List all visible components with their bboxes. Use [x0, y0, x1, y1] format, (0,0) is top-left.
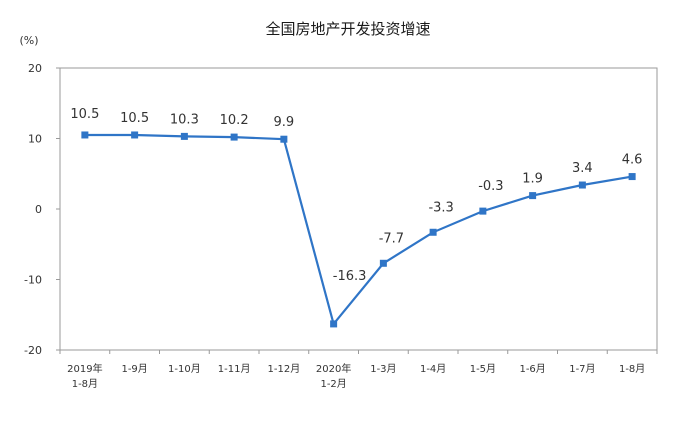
data-label: 10.5 [70, 107, 99, 122]
data-label: 3.4 [572, 161, 593, 176]
y-tick-label: -10 [24, 274, 42, 287]
data-point-marker [379, 259, 387, 267]
data-label: -0.3 [478, 179, 503, 194]
series-line [84, 133, 633, 327]
data-labels: 10.5 10.5 10.3 10.2 9.9 -16.3 -7.7 -3.3 -0.3 1.9 3… [70, 107, 642, 284]
series-markers [81, 131, 636, 328]
x-tick-label: 1-12月 [268, 363, 301, 375]
data-label: 10.5 [120, 111, 149, 126]
data-label: 4.6 [622, 153, 643, 168]
x-tick-label: 2019年 1-8月 [67, 362, 102, 390]
x-tick-label: 1-11月 [218, 363, 251, 375]
data-label: 10.3 [170, 112, 199, 127]
plot-area-frame [59, 67, 658, 351]
chart-title: 全国房地产开发投资增速 [265, 20, 430, 38]
data-label: -16.3 [333, 269, 367, 284]
data-point-marker [280, 135, 288, 143]
x-tick-label: 1-3月 [370, 363, 396, 375]
data-point-marker [230, 133, 238, 141]
data-point-marker [131, 131, 139, 139]
x-tick-label: 1-9月 [121, 363, 147, 375]
data-point-marker [529, 192, 537, 200]
data-label: -3.3 [428, 200, 453, 215]
data-label: -7.7 [379, 231, 404, 246]
x-tick-label: 1-10月 [168, 363, 201, 375]
x-tick-label: 1-6月 [519, 363, 545, 375]
y-tick-label: 20 [28, 62, 42, 75]
y-unit-label: (%) [19, 34, 38, 47]
y-tick-label: 10 [28, 133, 42, 146]
data-label: 10.2 [220, 113, 249, 128]
data-point-marker [479, 207, 487, 215]
y-axis-ticks: 20 10 0 -10 -20 [24, 62, 60, 357]
data-point-marker [180, 132, 188, 140]
data-point-marker [81, 131, 89, 139]
x-tick-label: 2020年 1-2月 [316, 362, 351, 390]
y-tick-label: -20 [24, 344, 42, 357]
x-tick-label: 1-5月 [470, 363, 496, 375]
data-point-marker [429, 228, 437, 236]
data-point-marker [578, 181, 586, 189]
data-point-marker [330, 320, 338, 328]
data-label: 9.9 [274, 115, 295, 130]
x-tick-label: 1-4月 [420, 363, 446, 375]
y-tick-label: 0 [35, 203, 42, 216]
x-tick-label: 1-7月 [569, 363, 595, 375]
data-label: 1.9 [522, 172, 543, 187]
x-axis-ticks: 2019年 1-8月 1-9月 1-10月 1-11月 1-12月 2020年 1-2月 1-3… [59, 350, 658, 390]
x-tick-label: 1-8月 [619, 363, 645, 375]
data-point-marker [628, 173, 636, 181]
